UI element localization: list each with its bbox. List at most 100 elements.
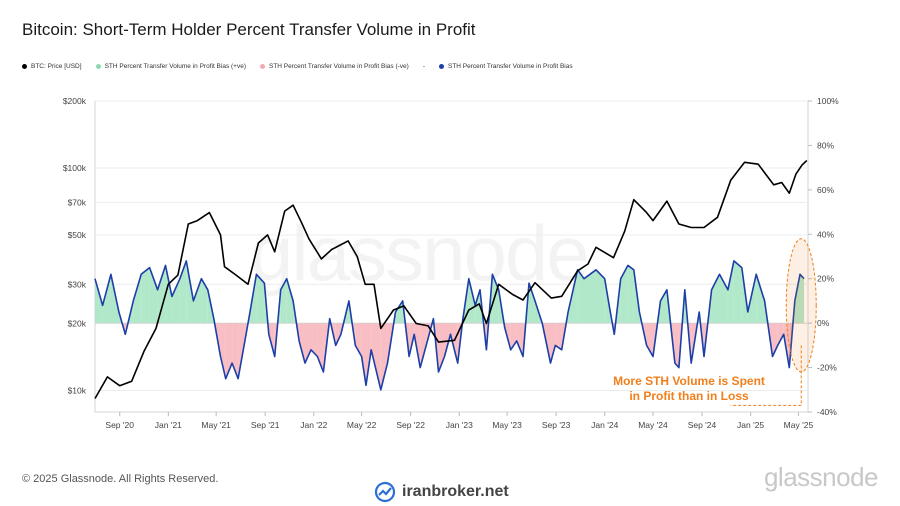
bias-positive-area <box>165 265 172 324</box>
bias-positive-area <box>171 278 180 324</box>
left-tick-label: $70k <box>68 197 87 207</box>
iranbroker-icon <box>374 481 396 503</box>
right-tick-label: 40% <box>817 229 834 239</box>
x-tick-label: Jan '23 <box>446 420 473 430</box>
x-tick-label: May '21 <box>201 420 231 430</box>
annotation-text: More STH Volume is Spent in Profit than … <box>604 374 774 404</box>
bias-positive-area <box>584 274 590 324</box>
bias-negative-area <box>361 323 367 386</box>
bias-positive-area <box>157 265 166 324</box>
bias-positive-area <box>660 289 667 324</box>
legend-neg-marker <box>260 64 265 69</box>
bias-positive-area <box>395 300 403 324</box>
bias-positive-area <box>627 265 634 324</box>
bias-negative-area <box>380 323 388 390</box>
bias-negative-area <box>220 323 226 379</box>
legend-pos-marker <box>95 64 101 69</box>
x-tick-label: May '25 <box>784 420 814 430</box>
bias-negative-area <box>238 323 245 379</box>
bias-positive-area <box>468 278 476 324</box>
bias-negative-area <box>777 323 784 346</box>
legend: BTC: Price [USD] STH Percent Transfer Vo… <box>22 63 573 70</box>
bias-positive-area <box>193 278 202 324</box>
bias-positive-area <box>286 278 294 324</box>
x-tick-label: Sep '23 <box>542 420 571 430</box>
bias-positive-area <box>733 260 742 324</box>
bias-positive-area <box>95 278 103 324</box>
x-tick-label: Sep '21 <box>251 420 280 430</box>
right-tick-label: -40% <box>817 407 837 417</box>
bias-negative-area <box>225 323 233 379</box>
bias-positive-area <box>620 265 628 324</box>
bias-negative-area <box>516 323 524 357</box>
legend-line-marker <box>438 64 444 69</box>
left-tick-label: $200k <box>63 96 87 106</box>
x-tick-label: Jan '21 <box>155 420 182 430</box>
bias-positive-area <box>727 260 734 324</box>
x-tick-label: May '23 <box>492 420 522 430</box>
iranbroker-logo[interactable]: iranbroker.net <box>374 481 509 503</box>
x-tick-label: Sep '24 <box>688 420 717 430</box>
x-tick-label: Jan '22 <box>300 420 327 430</box>
left-tick-label: $10k <box>68 385 87 395</box>
legend-line-prefix: - <box>422 63 425 70</box>
iranbroker-text: iranbroker.net <box>402 483 509 500</box>
annotation-line1: More STH Volume is Spent <box>613 374 765 388</box>
bias-negative-area <box>311 323 318 357</box>
bias-negative-area <box>674 323 679 368</box>
bias-positive-area <box>794 274 801 324</box>
right-tick-label: 20% <box>817 274 834 284</box>
chart-title: Bitcoin: Short-Term Holder Percent Trans… <box>22 20 476 39</box>
legend-item-line[interactable]: - STH Percent Transfer Volume in Profit … <box>423 63 573 70</box>
x-tick-label: Sep '22 <box>396 420 425 430</box>
annotation-line2: in Profit than in Loss <box>629 389 749 403</box>
price-line <box>94 159 808 399</box>
right-tick-label: 0% <box>817 318 830 328</box>
bias-positive-area <box>201 278 208 324</box>
bias-positive-area <box>133 274 142 324</box>
legend-line-label: STH Percent Transfer Volume in Profit Bi… <box>447 63 573 70</box>
bias-positive-area <box>127 300 134 324</box>
bias-negative-area <box>646 323 653 357</box>
bias-negative-area <box>305 323 312 364</box>
bias-negative-area <box>371 323 381 390</box>
right-tick-label: 100% <box>817 96 839 106</box>
x-tick-label: Jan '24 <box>591 420 618 430</box>
bias-negative-area <box>550 323 556 364</box>
legend-price-label: BTC: Price [USD] <box>31 63 82 70</box>
bias-positive-area <box>589 269 596 324</box>
legend-pos-label: STH Percent Transfer Volume in Profit Bi… <box>104 63 246 70</box>
left-tick-label: $20k <box>68 318 87 328</box>
legend-neg-label: STH Percent Transfer Volume in Profit Bi… <box>269 63 409 70</box>
bias-positive-area <box>256 274 265 324</box>
bias-negative-area <box>355 323 362 357</box>
bias-positive-area <box>149 267 158 324</box>
bias-positive-area <box>529 283 535 324</box>
bias-negative-area <box>299 323 306 364</box>
left-tick-label: $100k <box>63 163 87 173</box>
copyright-footer: © 2025 Glassnode. All Rights Reserved. <box>22 473 219 485</box>
x-tick-label: May '22 <box>347 420 377 430</box>
bias-positive-area <box>800 274 805 324</box>
annotation-guide <box>730 345 802 406</box>
plot-frame <box>94 100 809 413</box>
bias-line <box>94 260 805 391</box>
bias-positive-area <box>186 260 194 324</box>
right-tick-label: 80% <box>817 140 834 150</box>
bias-positive-area <box>756 274 765 324</box>
bias-positive-area <box>595 269 605 324</box>
legend-price-marker <box>22 64 27 69</box>
legend-item-neg[interactable]: STH Percent Transfer Volume in Profit Bi… <box>260 63 409 70</box>
bias-negative-area <box>555 323 562 350</box>
right-tick-label: -20% <box>817 363 837 373</box>
x-tick-label: Jan '25 <box>737 420 764 430</box>
left-tick-label: $50k <box>68 230 87 240</box>
chart-svg: $10k $20k $30k $50k $70k $100k $200k -40% -20% 0%… <box>63 96 839 430</box>
x-tick-label: May '24 <box>638 420 668 430</box>
legend-item-price[interactable]: BTC: Price [USD] <box>22 63 82 70</box>
legend-item-pos[interactable]: STH Percent Transfer Volume in Profit Bi… <box>95 63 246 70</box>
bias-negative-area <box>335 323 341 346</box>
bias-negative-area <box>420 323 427 368</box>
bias-positive-area <box>577 269 585 324</box>
left-tick-label: $30k <box>68 279 87 289</box>
